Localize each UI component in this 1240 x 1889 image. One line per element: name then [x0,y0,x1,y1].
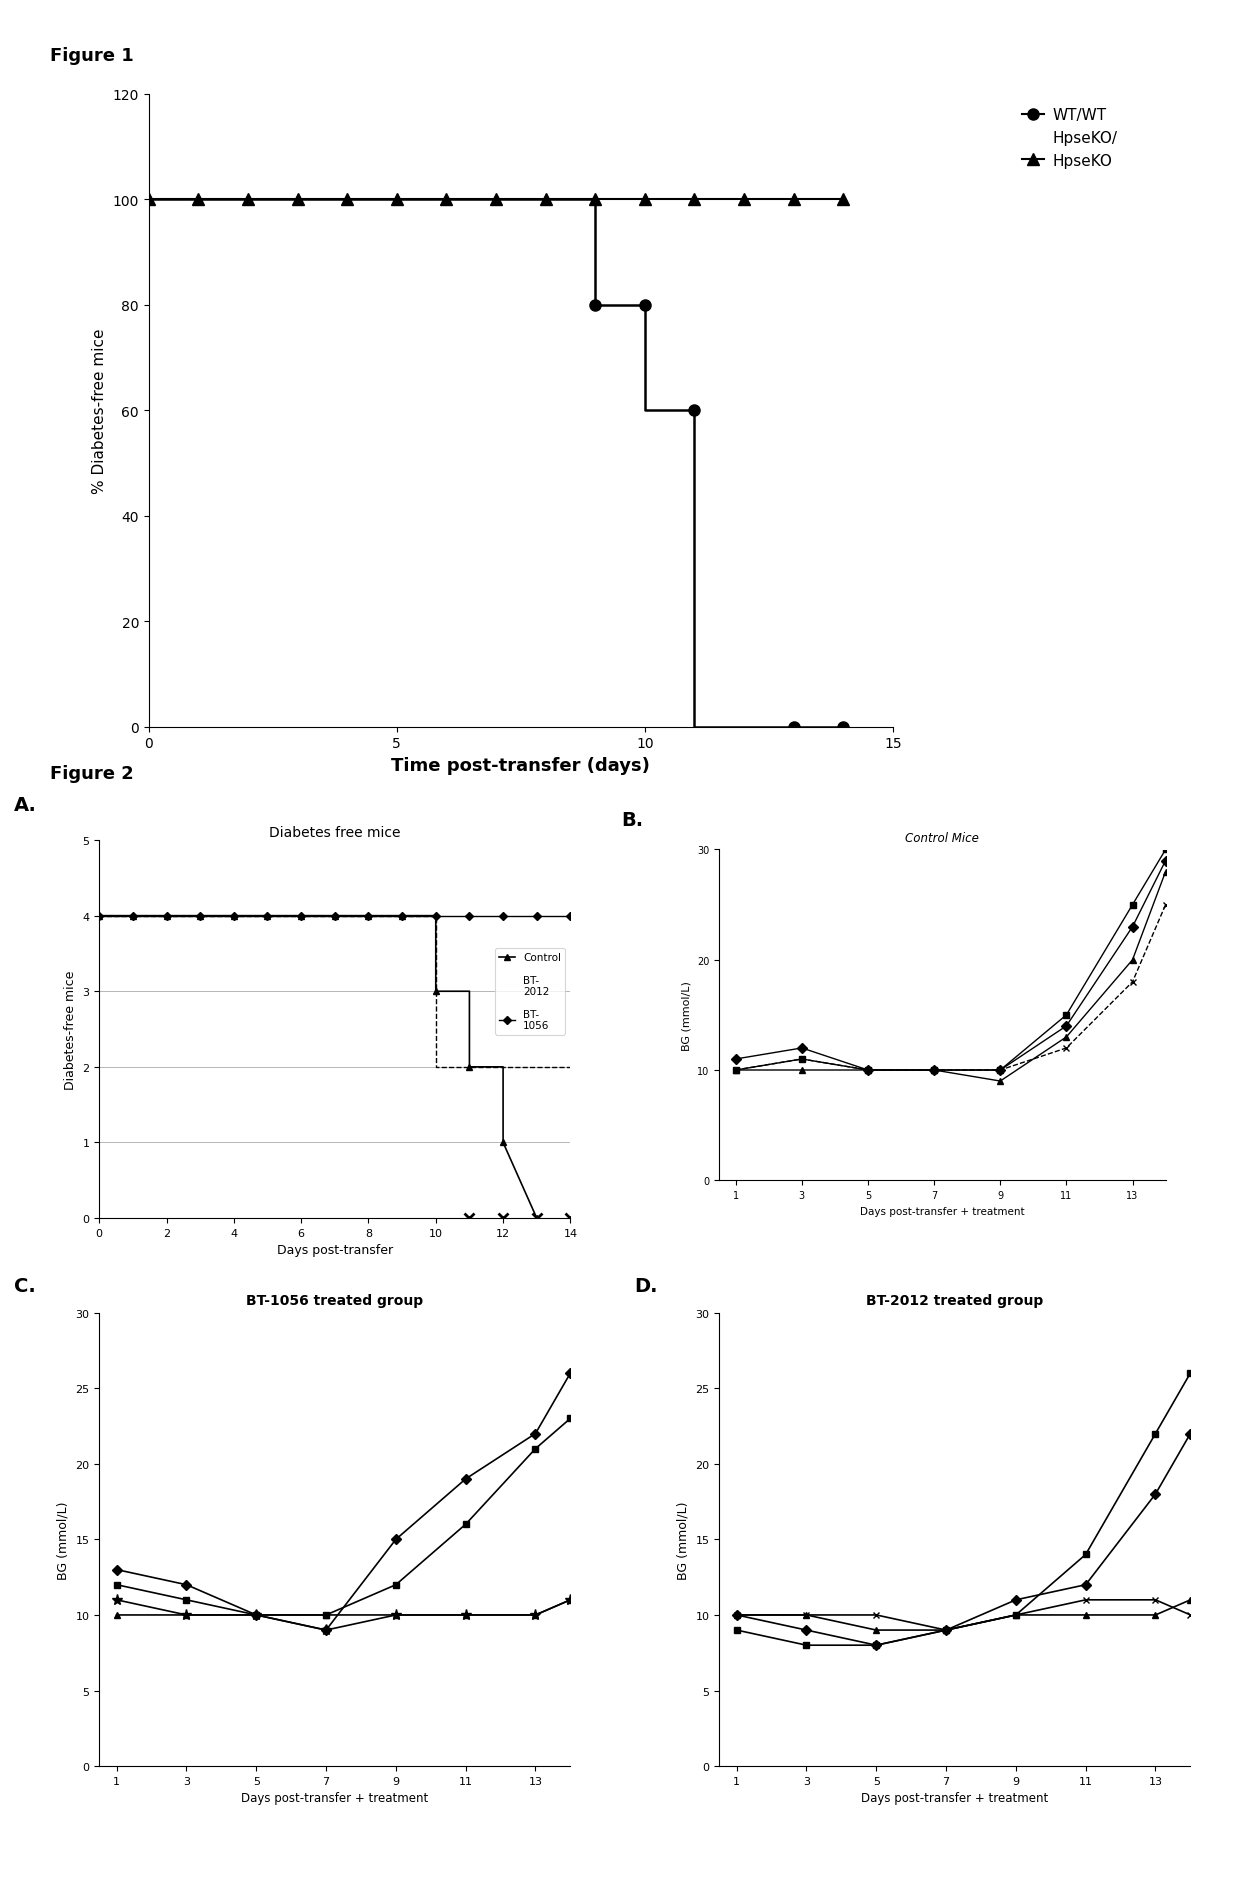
Text: A.: A. [15,795,37,814]
Title: BT-2012 treated group: BT-2012 treated group [867,1294,1043,1307]
Y-axis label: BG (mmol/L): BG (mmol/L) [677,1500,689,1579]
Text: B.: B. [621,810,644,829]
X-axis label: Days post-transfer: Days post-transfer [277,1243,393,1256]
Y-axis label: BG (mmol/L): BG (mmol/L) [57,1500,69,1579]
X-axis label: Days post-transfer + treatment: Days post-transfer + treatment [861,1205,1024,1217]
X-axis label: Days post-transfer + treatment: Days post-transfer + treatment [861,1791,1049,1804]
Text: C.: C. [15,1277,36,1296]
Title: BT-1056 treated group: BT-1056 treated group [247,1294,423,1307]
Text: Figure 2: Figure 2 [50,765,134,784]
Y-axis label: % Diabetes-free mice: % Diabetes-free mice [92,329,107,493]
Legend: Control, BT-
2012, BT-
1056: Control, BT- 2012, BT- 1056 [495,948,565,1035]
Title: Control Mice: Control Mice [905,831,980,844]
Y-axis label: Diabetes-free mice: Diabetes-free mice [63,969,77,1090]
X-axis label: Days post-transfer + treatment: Days post-transfer + treatment [241,1791,429,1804]
Text: D.: D. [635,1277,658,1296]
X-axis label: Time post-transfer (days): Time post-transfer (days) [392,756,650,774]
Title: Diabetes free mice: Diabetes free mice [269,825,401,839]
Text: Figure 1: Figure 1 [50,47,134,66]
Y-axis label: BG (mmol/L): BG (mmol/L) [682,980,692,1050]
Legend: WT/WT, HpseKO/, HpseKO: WT/WT, HpseKO/, HpseKO [1016,102,1123,174]
